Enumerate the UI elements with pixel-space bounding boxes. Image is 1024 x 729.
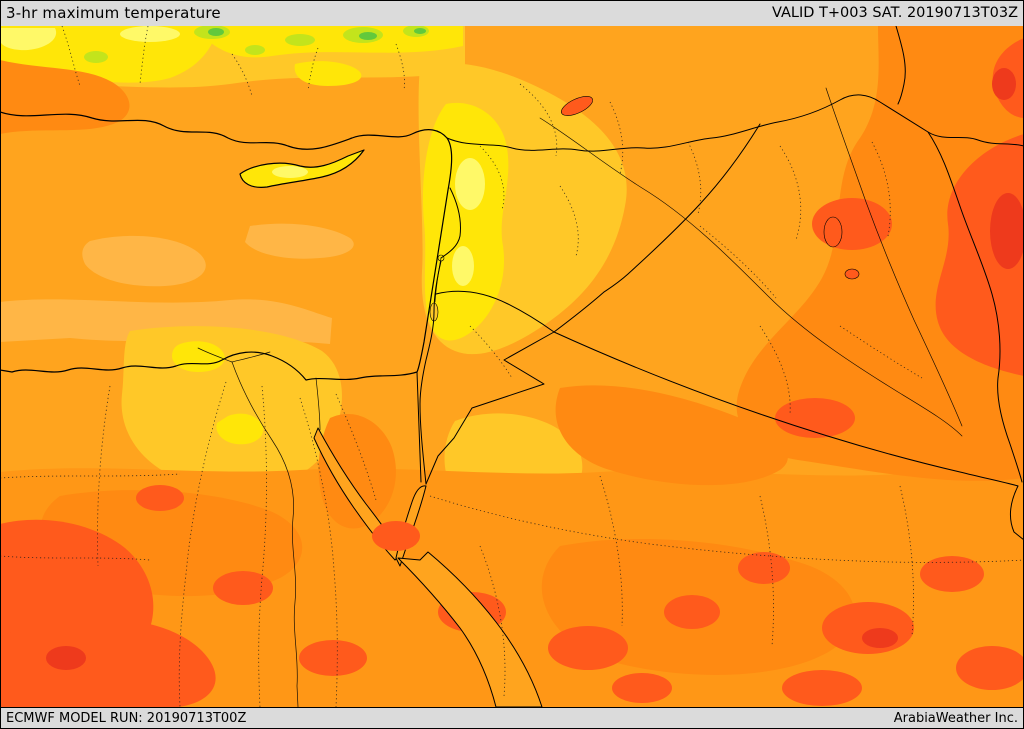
nile-delta-branch-west [197, 347, 233, 363]
model-run-label: ECMWF MODEL RUN: 20190713T00Z [6, 711, 247, 726]
tigris-river [825, 87, 963, 427]
mediterranean-coast [0, 111, 453, 381]
israel-egypt-border [416, 371, 422, 483]
rivers [197, 87, 963, 707]
jordan-saudi-border [425, 331, 555, 485]
lake-assad [561, 96, 593, 116]
nile-delta-branch-east [231, 351, 271, 363]
saudi-kuwait-border [1010, 485, 1024, 541]
lake-habbaniyah [844, 268, 860, 280]
lakes [561, 96, 860, 280]
country-borders [416, 26, 1024, 541]
lake-tharthar [823, 216, 843, 248]
cyprus-coast [239, 149, 365, 188]
lebanon-border [440, 187, 461, 259]
attribution-label: ArabiaWeather Inc. [893, 711, 1018, 726]
euphrates-river [539, 117, 963, 437]
iraq-iran-border [927, 131, 1023, 483]
syria-iraq-border [603, 123, 761, 293]
syria-jordan-border [435, 290, 555, 333]
iraq-saudi-border [553, 331, 1019, 487]
jordan-river [434, 257, 442, 303]
suez-canal [315, 377, 321, 431]
top-info-bar: 3-hr maximum temperature VALID T+003 SAT… [0, 0, 1024, 26]
israel-jordan-border [419, 260, 442, 485]
jordan-iraq-border [553, 291, 605, 333]
map-canvas [0, 26, 1024, 707]
nile-river [231, 361, 299, 707]
water-features [313, 254, 543, 707]
valid-time-label: VALID T+003 SAT. 20190713T03Z [772, 5, 1018, 21]
bottom-info-bar: ECMWF MODEL RUN: 20190713T00Z ArabiaWeat… [0, 707, 1024, 729]
map-title: 3-hr maximum temperature [6, 4, 221, 22]
turkey-iran-border [895, 26, 906, 105]
temperature-fill-layer [0, 26, 1024, 707]
admin-boundaries [0, 26, 1024, 707]
coastlines [0, 111, 453, 381]
suez-hot-spot [372, 521, 420, 551]
temperature-map [0, 26, 1024, 707]
turkey-syria-iraq-border [446, 94, 1024, 152]
red-sea [397, 551, 543, 707]
